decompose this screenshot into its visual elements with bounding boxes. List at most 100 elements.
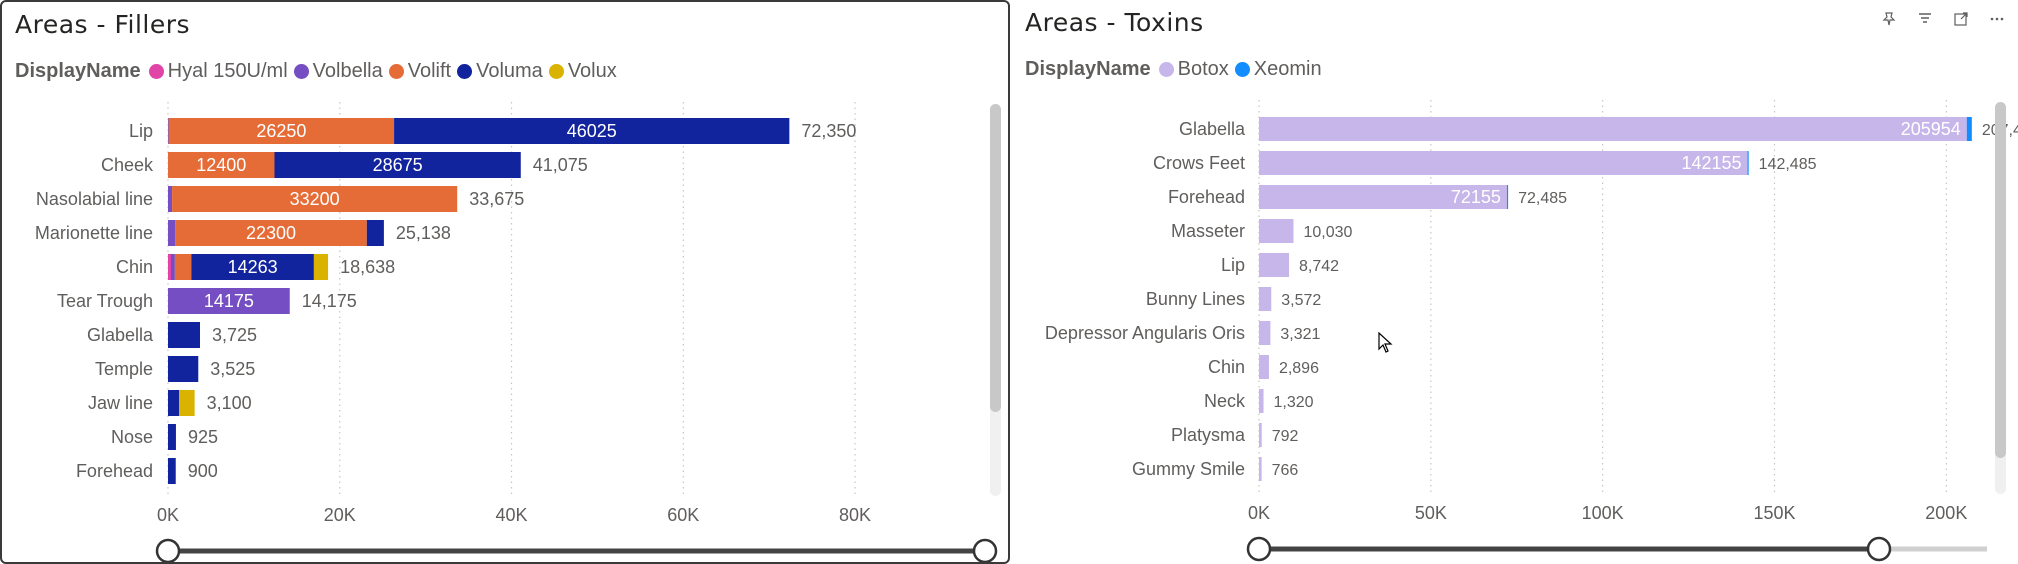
- visual-header-icons: [1878, 8, 2008, 30]
- fillers-bar-volux-chin: [313, 254, 329, 280]
- fillers-bar-voluma-marionette-line: [366, 220, 384, 246]
- fillers-bar-volbella-lip: [168, 118, 169, 144]
- toxins-bar-botox-gummy-smile: [1259, 457, 1262, 481]
- toxins-segment-label: 205954: [1901, 119, 1961, 139]
- legend-item-xeomin[interactable]: Xeomin: [1234, 58, 1322, 81]
- fillers-total-label: 33,675: [469, 189, 524, 209]
- toxins-total-label: 10,030: [1303, 224, 1352, 241]
- toxins-legend: DisplayName Botox Xeomin: [1025, 56, 1328, 82]
- fillers-category-label: Marionette line: [35, 223, 153, 243]
- pin-icon[interactable]: [1878, 8, 1900, 30]
- fillers-x-tick-label: 60K: [667, 505, 699, 525]
- legend-item-volbella[interactable]: Volbella: [293, 59, 383, 83]
- fillers-bar-voluma-forehead: [168, 458, 176, 484]
- legend-item-volux[interactable]: Volux: [548, 59, 617, 83]
- toxins-x-tick-label: 0K: [1248, 503, 1270, 523]
- fillers-total-label: 41,075: [533, 155, 588, 175]
- fillers-category-label: Tear Trough: [57, 291, 153, 311]
- toxins-category-label: Gummy Smile: [1132, 459, 1245, 479]
- fillers-bar-volbella-nasolabial-line: [168, 186, 173, 212]
- fillers-category-label: Temple: [95, 359, 153, 379]
- toxins-segment-label: 72155: [1451, 187, 1501, 207]
- fillers-total-label: 900: [188, 461, 218, 481]
- toxins-category-label: Glabella: [1179, 119, 1246, 139]
- toxins-bar-chart: 0K50K100K150K200KGlabella205954207,424Cr…: [1045, 100, 2018, 562]
- toxins-zoom-slider-handle-end[interactable]: [1866, 536, 1892, 562]
- fillers-bar-volbella-tear-trough: [168, 288, 290, 314]
- fillers-vertical-scrollbar[interactable]: [990, 104, 1001, 496]
- legend-item-botox[interactable]: Botox: [1158, 57, 1229, 81]
- toxins-bar-xeomin-glabella: [1966, 117, 1972, 141]
- legend-dot-voluma: [457, 63, 473, 79]
- fillers-legend-title: DisplayName: [15, 59, 141, 82]
- fillers-category-label: Cheek: [101, 155, 154, 175]
- fillers-scrollbar-thumb[interactable]: [990, 104, 1001, 412]
- toxins-vertical-scrollbar[interactable]: [1995, 102, 2006, 494]
- toxins-bar-botox-depressor-angularis-oris: [1259, 321, 1271, 345]
- fillers-category-label: Glabella: [87, 325, 154, 345]
- fillers-category-label: Lip: [129, 121, 153, 141]
- fillers-zoom-slider-handle-start[interactable]: [155, 538, 181, 562]
- toxins-bar-botox-crows-feet: [1259, 151, 1748, 175]
- legend-label-botox: Botox: [1177, 57, 1229, 80]
- toxins-total-label: 8,742: [1299, 258, 1339, 275]
- fillers-bar-voluma-lip: [394, 118, 790, 144]
- legend-dot-botox: [1158, 61, 1174, 77]
- fillers-total-label: 3,725: [212, 325, 257, 345]
- toxins-x-tick-label: 150K: [1753, 503, 1795, 523]
- toxins-visual[interactable]: Areas - Toxins DisplayName Botox Xeomin …: [1012, 0, 2018, 564]
- toxins-bar-xeomin-forehead: [1506, 185, 1509, 209]
- toxins-bar-xeomin-crows-feet: [1747, 151, 1749, 175]
- toxins-category-label: Masseter: [1171, 221, 1245, 241]
- fillers-bar-voluma-nose: [168, 424, 176, 450]
- fillers-bar-chart: 0K 20K 40K 60K 80K Lip 26250 46025 72,350 Cheek 12…: [35, 102, 998, 562]
- fillers-segment-label: 26250: [256, 121, 306, 141]
- toxins-chart-title: Areas - Toxins: [1025, 8, 1204, 37]
- toxins-scrollbar-thumb[interactable]: [1995, 102, 2006, 458]
- legend-item-hyal[interactable]: Hyal 150U/ml: [148, 59, 288, 83]
- toxins-bar-botox-glabella: [1259, 117, 1967, 141]
- fillers-bar-volift-cheek: [168, 152, 275, 178]
- toxins-bar-botox-bunny-lines: [1259, 287, 1272, 311]
- legend-dot-xeomin: [1234, 61, 1250, 77]
- fillers-total-label: 3,100: [207, 393, 252, 413]
- toxins-total-label: 1,320: [1274, 394, 1314, 411]
- toxins-bar-botox-platysma: [1259, 423, 1262, 447]
- filter-icon[interactable]: [1914, 8, 1936, 30]
- legend-label-hyal: Hyal 150U/ml: [167, 59, 288, 82]
- legend-label-voluma: Voluma: [476, 59, 543, 82]
- legend-label-volux: Volux: [567, 59, 617, 82]
- toxins-bar-botox-masseter: [1259, 219, 1294, 243]
- fillers-total-label: 25,138: [396, 223, 451, 243]
- fillers-visual[interactable]: Areas - Fillers DisplayName Hyal 150U/ml…: [0, 0, 1010, 564]
- toxins-category-label: Platysma: [1171, 425, 1246, 445]
- fillers-total-label: 72,350: [801, 121, 856, 141]
- fillers-bar-voluma-jaw-line: [168, 390, 180, 416]
- toxins-category-label: Lip: [1221, 255, 1245, 275]
- toxins-legend-title: DisplayName: [1025, 57, 1151, 80]
- fillers-bar-volux-jaw-line: [179, 390, 195, 416]
- toxins-segment-label: 142155: [1681, 153, 1741, 173]
- toxins-total-label: 2,896: [1279, 360, 1319, 377]
- fillers-segment-label: 22300: [246, 223, 296, 243]
- toxins-bar-botox-chin: [1259, 355, 1269, 379]
- fillers-bar-voluma-temple: [168, 356, 199, 382]
- toxins-bar-botox-forehead: [1259, 185, 1507, 209]
- legend-dot-volbella: [293, 63, 309, 79]
- more-options-icon[interactable]: [1986, 8, 2008, 30]
- legend-item-volift[interactable]: Volift: [388, 60, 451, 83]
- fillers-bar-volift-chin: [174, 254, 192, 280]
- legend-item-voluma[interactable]: Voluma: [457, 60, 543, 83]
- fillers-zoom-slider-handle-end[interactable]: [972, 538, 998, 562]
- focus-mode-icon[interactable]: [1950, 8, 1972, 30]
- legend-label-volbella: Volbella: [312, 59, 383, 82]
- fillers-total-label: 14,175: [302, 291, 357, 311]
- toxins-total-label: 792: [1272, 428, 1299, 445]
- fillers-category-label: Chin: [116, 257, 153, 277]
- toxins-bar-botox-neck: [1259, 389, 1264, 413]
- toxins-zoom-slider-handle-start[interactable]: [1246, 536, 1272, 562]
- fillers-x-tick-label: 40K: [496, 505, 528, 525]
- toxins-category-label: Neck: [1204, 391, 1246, 411]
- fillers-chart-title: Areas - Fillers: [15, 10, 191, 39]
- toxins-category-label: Bunny Lines: [1146, 289, 1245, 309]
